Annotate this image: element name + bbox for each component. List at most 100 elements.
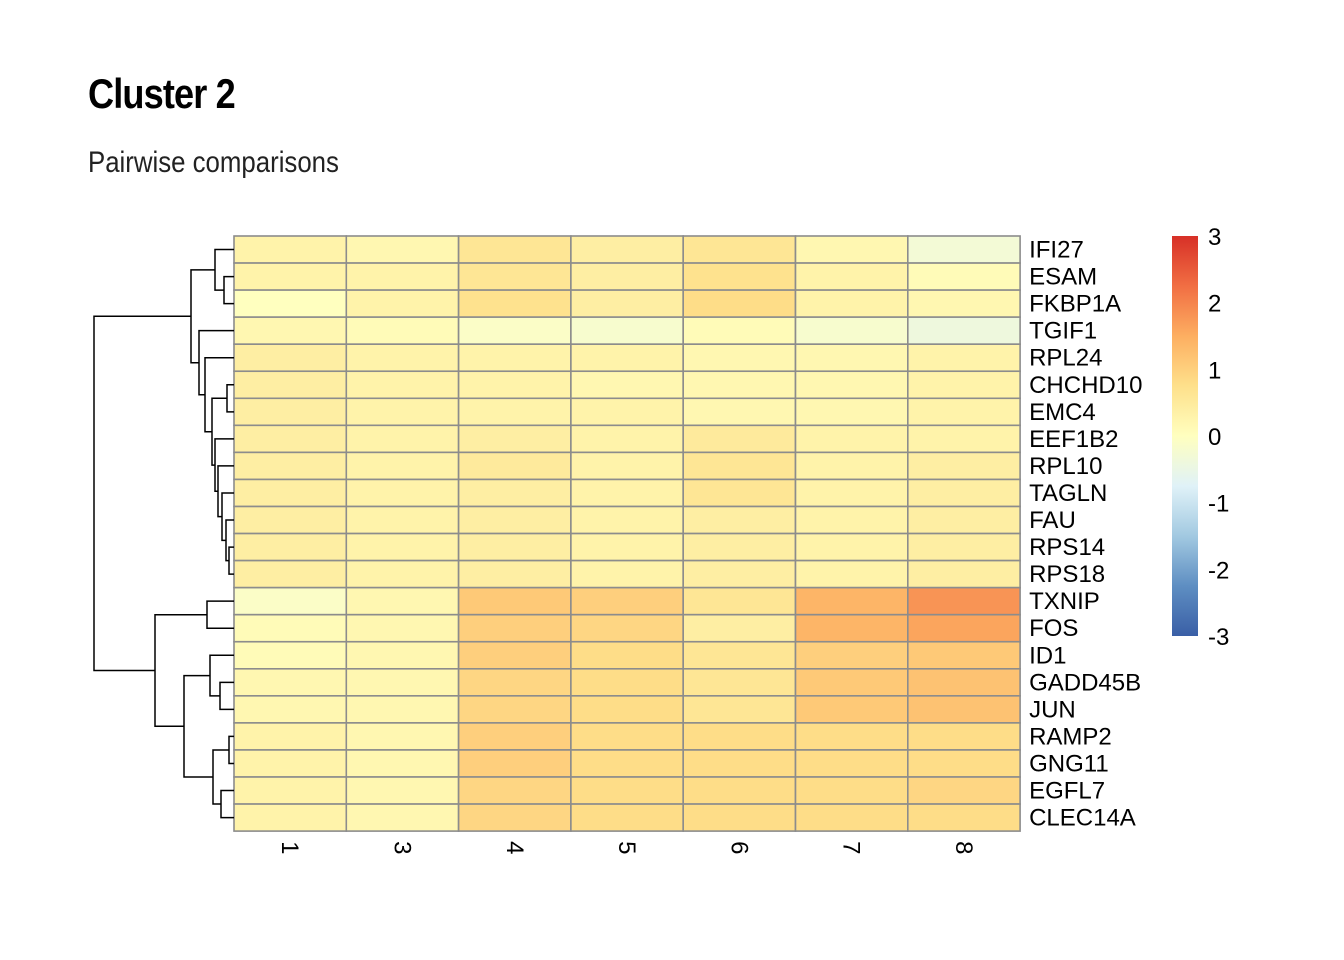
heatmap-cell	[233, 640, 348, 670]
heatmap-cell	[682, 289, 797, 318]
heatmap-cell	[570, 289, 685, 318]
heatmap-cell	[682, 370, 797, 400]
column-label: 8	[950, 841, 977, 854]
heatmap-cell	[345, 397, 460, 427]
heatmap-cell	[345, 289, 460, 318]
heatmap-cell	[906, 343, 1021, 373]
heatmap-cell	[345, 803, 460, 832]
heatmap-cell	[906, 451, 1021, 481]
heatmap-cell	[233, 262, 348, 291]
heatmap-cell	[457, 424, 572, 454]
heatmap-cell	[345, 316, 460, 345]
heatmap-cell	[906, 505, 1021, 535]
heatmap-cell	[345, 749, 460, 778]
heatmap-cell	[682, 532, 797, 562]
chart-title: Cluster 2	[88, 70, 236, 117]
heatmap-cell	[794, 343, 909, 373]
row-label: RAMP2	[1029, 723, 1112, 750]
heatmap-cell	[457, 343, 572, 373]
heatmap-cell	[570, 532, 685, 562]
heatmap-cell	[570, 803, 685, 832]
dendrogram-branch	[217, 465, 234, 518]
heatmap-cell	[233, 803, 348, 832]
heatmap-cell	[345, 505, 460, 535]
heatmap-cell	[570, 722, 685, 751]
heatmap-cell	[906, 749, 1021, 778]
dendrogram-branch	[93, 315, 191, 672]
dendrogram-branch	[154, 613, 207, 728]
heatmap-cell	[570, 370, 685, 400]
heatmap-cell	[457, 559, 572, 589]
heatmap-cell	[794, 262, 909, 291]
heatmap-cell	[233, 478, 348, 508]
column-label: 7	[838, 841, 865, 854]
legend-tick-label: 3	[1208, 224, 1221, 251]
heatmap-cell	[794, 478, 909, 508]
heatmap-cell	[570, 776, 685, 805]
heatmap-cell	[457, 370, 572, 400]
heatmap-cell	[233, 316, 348, 345]
dendrogram-branch	[206, 600, 234, 629]
row-label: FOS	[1029, 615, 1078, 642]
heatmap-cell	[457, 397, 572, 427]
heatmap-cell	[682, 559, 797, 589]
heatmap-cell	[906, 803, 1021, 832]
heatmap-cell	[794, 289, 909, 318]
heatmap-cell	[794, 505, 909, 535]
heatmap-cell	[570, 505, 685, 535]
heatmap-cell	[233, 343, 348, 373]
heatmap-cell	[906, 586, 1021, 616]
legend-tick-label: 2	[1208, 291, 1221, 318]
chart-subtitle: Pairwise comparisons	[88, 146, 339, 179]
heatmap-cell	[682, 722, 797, 751]
heatmap-cell	[794, 532, 909, 562]
heatmap-cell	[345, 343, 460, 373]
dendrogram-branch	[226, 384, 234, 413]
heatmap-cell	[570, 586, 685, 616]
heatmap-cell	[570, 262, 685, 291]
heatmap-cell	[682, 586, 797, 616]
row-dendrogram	[93, 248, 234, 819]
heatmap-cell	[794, 397, 909, 427]
heatmap-cell	[794, 722, 909, 751]
heatmap-cell	[794, 451, 909, 481]
heatmap-cell	[570, 478, 685, 508]
heatmap-cell	[457, 640, 572, 670]
heatmap-cell	[345, 586, 460, 616]
row-label: FAU	[1029, 507, 1076, 534]
heatmap-cell	[233, 532, 348, 562]
heatmap-cell	[457, 262, 572, 291]
row-label: TGIF1	[1029, 318, 1097, 345]
heatmap-cell	[457, 586, 572, 616]
heatmap-cell	[682, 262, 797, 291]
heatmap-cell	[794, 695, 909, 724]
heatmap-cell	[794, 424, 909, 454]
heatmap-cell	[906, 695, 1021, 724]
heatmap-cell	[682, 478, 797, 508]
heatmap-cell	[682, 235, 797, 264]
heatmap-cell	[682, 424, 797, 454]
heatmap-cell	[233, 613, 348, 643]
heatmap-cell	[906, 722, 1021, 751]
heatmap-cell	[233, 451, 348, 481]
color-legend: 3 2 1 0 -1 -2 -3	[1172, 224, 1229, 651]
heatmap-cell	[233, 586, 348, 616]
heatmap-cell	[682, 749, 797, 778]
heatmap-cell	[570, 316, 685, 345]
heatmap-cell	[457, 803, 572, 832]
legend-tick-label: -1	[1208, 491, 1229, 518]
heatmap-cell	[233, 289, 348, 318]
heatmap-cell	[233, 370, 348, 400]
dendrogram-branch	[219, 681, 234, 711]
heatmap-cell	[345, 532, 460, 562]
heatmap-cell	[233, 235, 348, 264]
heatmap-cell	[794, 370, 909, 400]
heatmap-cell	[457, 776, 572, 805]
heatmap-cell	[570, 424, 685, 454]
heatmap-cell	[345, 451, 460, 481]
legend-tick-label: -3	[1208, 624, 1229, 651]
heatmap-cell	[457, 613, 572, 643]
heatmap-cell	[345, 695, 460, 724]
heatmap-cell	[682, 451, 797, 481]
